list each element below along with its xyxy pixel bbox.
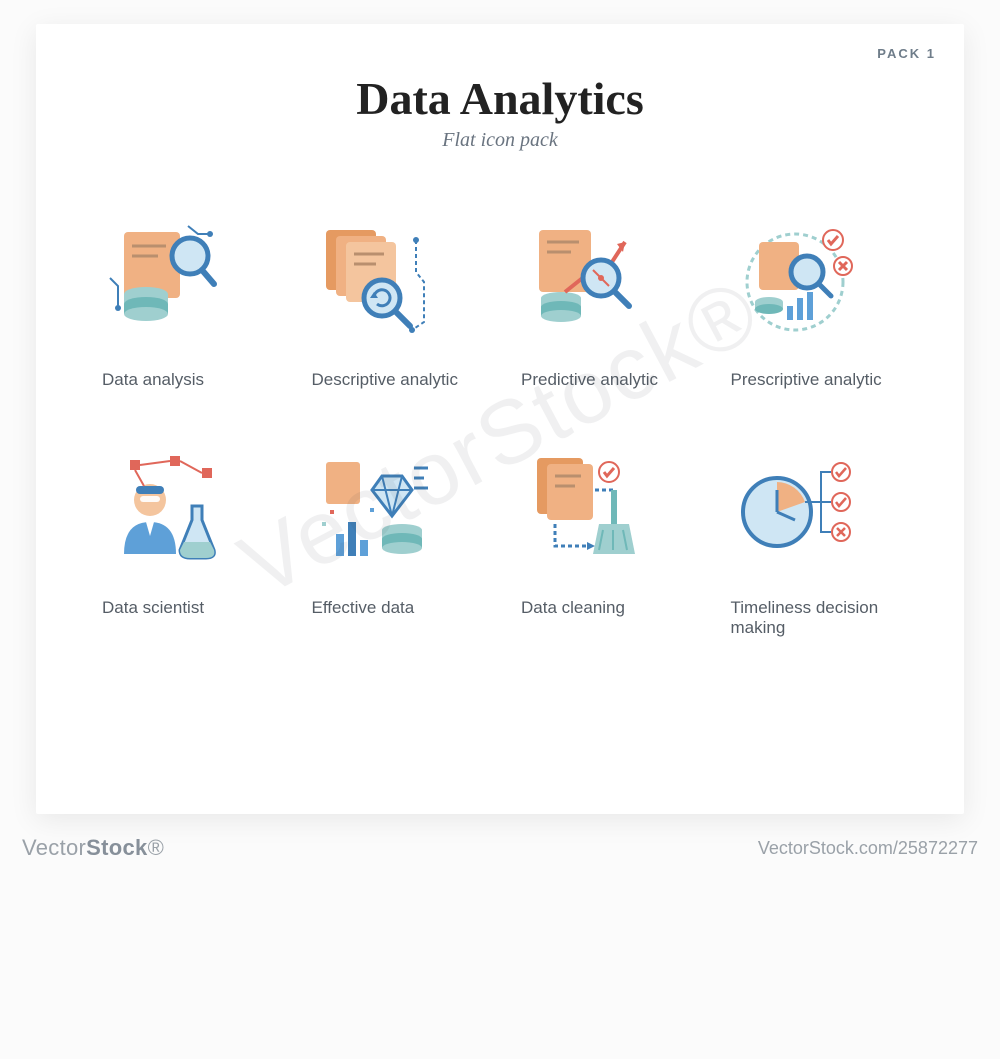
image-id-number: 25872277 [898, 838, 978, 858]
cell-timeliness-decision: Timeliness decision making [725, 440, 905, 638]
cell-predictive-analytic: Predictive analytic [515, 212, 695, 410]
icon-grid: Data analysis [36, 152, 964, 678]
brand-small-1: Vector [758, 838, 809, 858]
data-analysis-icon [96, 212, 236, 352]
label-effective-data: Effective data [312, 598, 415, 618]
label-timeliness-decision: Timeliness decision making [731, 598, 905, 638]
prescriptive-analytic-icon [725, 212, 865, 352]
cell-effective-data: Effective data [306, 440, 486, 638]
cell-data-scientist: Data scientist [96, 440, 276, 638]
brand-suffix: ® [148, 835, 165, 860]
brand-small-2: Stock [809, 838, 854, 858]
effective-data-icon [306, 440, 446, 580]
label-data-cleaning: Data cleaning [521, 598, 625, 618]
page-title: Data Analytics [36, 72, 964, 125]
brand-logo: VectorStock® [22, 835, 164, 861]
header: Data Analytics Flat icon pack [36, 24, 964, 152]
footer: VectorStock® VectorStock.com/25872277 [0, 828, 1000, 876]
cell-data-analysis: Data analysis [96, 212, 276, 410]
predictive-analytic-icon [515, 212, 655, 352]
cell-data-cleaning: Data cleaning [515, 440, 695, 638]
data-scientist-icon [96, 440, 236, 580]
data-cleaning-icon [515, 440, 655, 580]
image-id: VectorStock.com/25872277 [758, 838, 978, 859]
page-subtitle: Flat icon pack [36, 129, 964, 152]
label-descriptive-analytic: Descriptive analytic [312, 370, 458, 390]
timeliness-decision-icon [725, 440, 865, 580]
pack-badge: PACK 1 [877, 46, 936, 61]
brand-part1: Vector [22, 835, 86, 860]
descriptive-analytic-icon [306, 212, 446, 352]
cell-prescriptive-analytic: Prescriptive analytic [725, 212, 905, 410]
cell-descriptive-analytic: Descriptive analytic [306, 212, 486, 410]
label-prescriptive-analytic: Prescriptive analytic [731, 370, 882, 390]
brand-part2: Stock [86, 835, 147, 860]
label-data-scientist: Data scientist [102, 598, 204, 618]
preview-card: PACK 1 Data Analytics Flat icon pack [36, 24, 964, 814]
label-data-analysis: Data analysis [102, 370, 204, 390]
label-predictive-analytic: Predictive analytic [521, 370, 658, 390]
